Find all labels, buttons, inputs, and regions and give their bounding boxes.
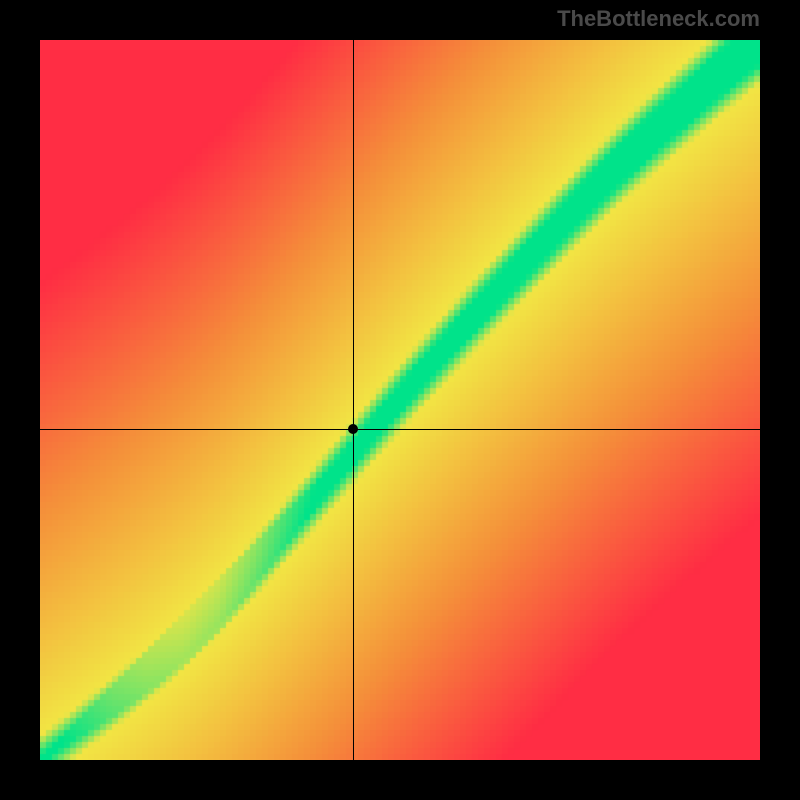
heatmap-canvas xyxy=(40,40,760,760)
plot-area xyxy=(40,40,760,760)
chart-container: TheBottleneck.com xyxy=(0,0,800,800)
watermark-text: TheBottleneck.com xyxy=(557,6,760,32)
crosshair-vertical xyxy=(353,40,354,760)
marker-dot xyxy=(348,424,358,434)
crosshair-horizontal xyxy=(40,429,760,430)
